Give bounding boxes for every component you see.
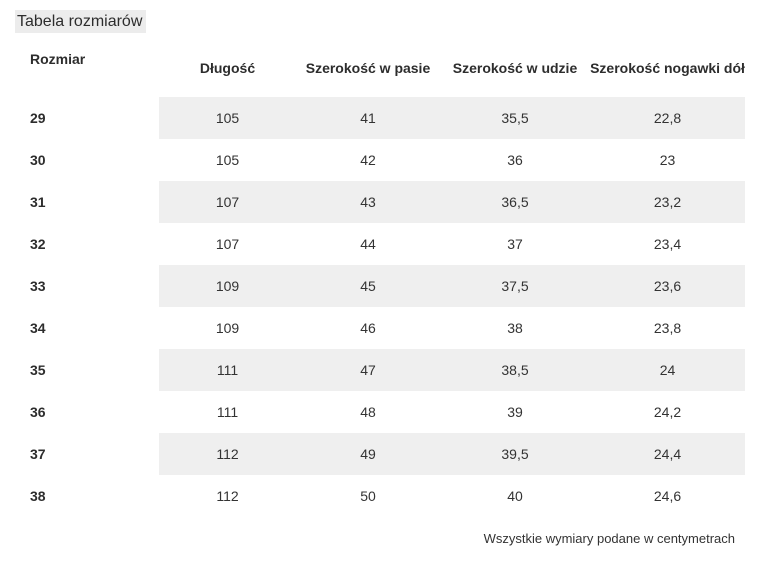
cell-value: 24 (590, 349, 745, 391)
size-chart-page: Tabela rozmiarów Rozmiar Długość Szerokość… (15, 10, 745, 546)
page-title: Tabela rozmiarów (15, 10, 147, 33)
cell-value: 23,4 (653, 236, 682, 252)
size-table-body: 29 105 41 35,5 22,8 30 105 42 36 23 31 107 43 36,5 23,… (15, 97, 745, 517)
column-header-0: Rozmiar (30, 51, 86, 67)
table-row: 35 111 47 38,5 24 (15, 349, 745, 391)
cell-value: 23,2 (590, 181, 745, 223)
size-table: Rozmiar Długość Szerokość w pasie Szerokość… (15, 40, 745, 517)
cell-value: 42 (360, 152, 376, 168)
cell-value: 44 (360, 236, 376, 252)
cell-value: 48 (360, 404, 376, 420)
cell-value: 107 (159, 181, 296, 223)
cell-size: 31 (15, 181, 159, 223)
cell-value: 38,5 (440, 349, 590, 391)
cell-value: 24,2 (653, 404, 682, 420)
cell-value: 107 (215, 236, 240, 252)
cell-value: 22,8 (590, 97, 745, 139)
cell-value: 37,5 (440, 265, 590, 307)
cell-value: 37 (507, 236, 523, 252)
cell-value: 40 (507, 488, 523, 504)
cell-value: 109 (159, 265, 296, 307)
table-row: 30 105 42 36 23 (15, 139, 745, 181)
table-row: 34 109 46 38 23,8 (15, 307, 745, 349)
table-row: 31 107 43 36,5 23,2 (15, 181, 745, 223)
cell-value: 36,5 (440, 181, 590, 223)
cell-size: 35 (15, 349, 159, 391)
table-row: 33 109 45 37,5 23,6 (15, 265, 745, 307)
table-row: 36 111 48 39 24,2 (15, 391, 745, 433)
column-header-2: Szerokość w pasie (305, 60, 431, 77)
cell-value: 41 (296, 97, 440, 139)
table-row: 29 105 41 35,5 22,8 (15, 97, 745, 139)
cell-value: 50 (360, 488, 376, 504)
cell-value: 49 (296, 433, 440, 475)
cell-value: 36 (507, 152, 523, 168)
cell-value: 23 (659, 152, 676, 168)
cell-value: 45 (296, 265, 440, 307)
cell-value: 24,6 (653, 488, 682, 504)
header-row: Rozmiar Długość Szerokość w pasie Szerokość… (15, 40, 745, 97)
cell-value: 39 (507, 404, 523, 420)
table-row: 37 112 49 39,5 24,4 (15, 433, 745, 475)
cell-value: 38 (507, 320, 523, 336)
cell-size: 33 (15, 265, 159, 307)
cell-value: 23,6 (590, 265, 745, 307)
cell-value: 112 (216, 488, 239, 504)
cell-size: 37 (15, 433, 159, 475)
column-header-3: Szerokość w udzie (452, 60, 578, 77)
cell-value: 43 (296, 181, 440, 223)
cell-value: 109 (215, 320, 240, 336)
cell-size: 29 (15, 97, 159, 139)
cell-value: 111 (159, 349, 296, 391)
table-row: 32 107 44 37 23,4 (15, 223, 745, 265)
column-header-4: Szerokość nogawki dół (590, 60, 745, 77)
cell-value: 35,5 (440, 97, 590, 139)
cell-size: 36 (15, 391, 159, 433)
cell-value: 111 (216, 404, 239, 420)
cell-size: 34 (15, 307, 159, 349)
cell-value: 47 (296, 349, 440, 391)
cell-value: 23,8 (653, 320, 682, 336)
units-note: Wszystkie wymiary podane w centymetrach (483, 531, 735, 546)
cell-value: 24,4 (590, 433, 745, 475)
cell-value: 112 (159, 433, 296, 475)
cell-size: 32 (15, 223, 159, 265)
table-row: 38 112 50 40 24,6 (15, 475, 745, 517)
cell-value: 46 (360, 320, 376, 336)
size-table-head: Rozmiar Długość Szerokość w pasie Szerokość… (15, 40, 745, 97)
cell-size: 30 (15, 139, 159, 181)
cell-value: 39,5 (440, 433, 590, 475)
cell-value: 105 (215, 152, 240, 168)
cell-value: 105 (159, 97, 296, 139)
cell-size: 38 (15, 475, 159, 517)
column-header-1: Długość (199, 60, 256, 77)
